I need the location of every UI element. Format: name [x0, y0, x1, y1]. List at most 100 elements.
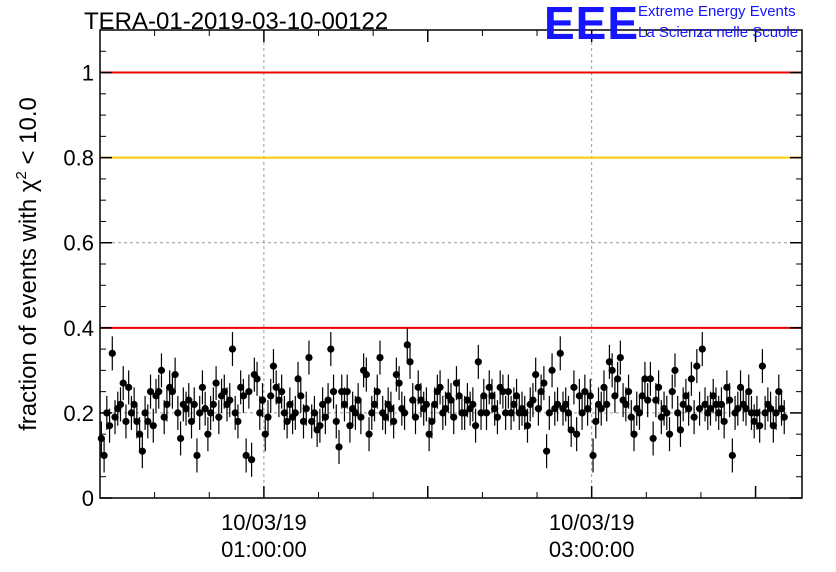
data-point — [256, 409, 264, 417]
data-point — [521, 409, 529, 417]
data-point — [482, 409, 491, 417]
data-point — [742, 405, 750, 413]
data-point — [174, 409, 182, 417]
data-point — [450, 413, 458, 421]
data-point — [119, 379, 127, 387]
data-point — [720, 417, 728, 426]
data-point — [556, 349, 564, 357]
data-point — [269, 362, 278, 370]
data-point — [537, 388, 545, 396]
data-point — [141, 409, 149, 417]
data-point — [455, 392, 463, 400]
data-point — [329, 388, 338, 396]
data-point — [777, 405, 786, 413]
data-point — [228, 345, 237, 353]
data-point — [567, 426, 575, 434]
data-point — [136, 430, 144, 438]
data-point — [133, 417, 141, 426]
data-point — [190, 400, 198, 408]
data-point — [193, 451, 201, 460]
data-point — [253, 375, 261, 383]
data-point — [272, 383, 280, 391]
data-point — [275, 396, 283, 404]
data-point — [436, 383, 444, 391]
data-point — [728, 451, 736, 460]
data-point — [215, 413, 223, 421]
data-point — [499, 388, 507, 396]
data-point — [775, 388, 783, 396]
data-point — [469, 400, 477, 408]
data-point — [441, 405, 450, 413]
data-point — [207, 409, 215, 417]
data-point — [548, 366, 556, 374]
data-point — [736, 383, 745, 391]
data-point — [390, 417, 398, 426]
data-point — [753, 409, 761, 417]
y-tick-label: 1 — [82, 61, 94, 86]
x-tick-label: 10/03/19 — [549, 510, 635, 535]
data-point — [461, 409, 469, 417]
data-point — [491, 405, 499, 413]
data-point — [354, 396, 362, 404]
data-point — [294, 375, 302, 383]
data-point — [138, 447, 146, 455]
data-point — [674, 409, 682, 417]
data-point — [144, 417, 152, 426]
data-point — [698, 345, 706, 353]
data-point — [745, 388, 753, 396]
data-point — [693, 362, 701, 370]
data-point — [373, 388, 381, 396]
data-point — [201, 405, 209, 413]
logo-text-line2: La Scienza nelle Scuole — [638, 24, 799, 41]
data-point — [545, 409, 553, 417]
data-point — [635, 409, 644, 417]
data-point — [586, 392, 594, 400]
data-point — [543, 447, 551, 455]
data-point — [600, 383, 608, 391]
data-point — [247, 456, 256, 464]
data-point — [258, 396, 267, 404]
data-point — [305, 354, 313, 362]
data-point — [597, 405, 605, 413]
data-point — [761, 409, 769, 417]
data-point — [176, 434, 185, 443]
data-point — [641, 375, 649, 383]
x-tick-label: 01:00:00 — [221, 537, 307, 562]
y-tick-label: 0.4 — [63, 316, 94, 341]
data-point — [750, 417, 758, 426]
data-point — [676, 426, 685, 434]
data-point — [155, 388, 163, 396]
data-point — [297, 392, 305, 400]
data-point — [671, 366, 679, 374]
data-point — [463, 396, 471, 404]
data-point — [510, 400, 518, 408]
data-point — [646, 375, 655, 383]
data-point — [280, 409, 288, 417]
data-point — [343, 388, 351, 396]
data-point — [605, 358, 614, 366]
data-point — [209, 400, 217, 408]
data-points — [97, 327, 788, 477]
data-point — [772, 409, 780, 417]
y-tick-label: 0.6 — [63, 231, 94, 256]
y-tick-label: 0.2 — [63, 401, 94, 426]
data-point — [308, 417, 316, 426]
data-point — [630, 430, 638, 438]
data-point — [370, 400, 379, 408]
data-point — [726, 396, 734, 404]
data-point — [291, 409, 299, 417]
data-point — [485, 383, 493, 391]
y-tick-label: 0 — [82, 486, 94, 511]
data-point — [400, 409, 409, 417]
data-point — [212, 379, 220, 387]
data-point — [668, 388, 676, 396]
data-point — [532, 371, 540, 379]
data-point — [264, 413, 272, 421]
data-point — [562, 400, 570, 408]
data-point — [507, 409, 515, 417]
data-point — [116, 400, 125, 408]
data-point — [589, 451, 597, 460]
data-point — [122, 417, 130, 426]
data-point — [319, 400, 327, 408]
data-point — [310, 409, 319, 417]
